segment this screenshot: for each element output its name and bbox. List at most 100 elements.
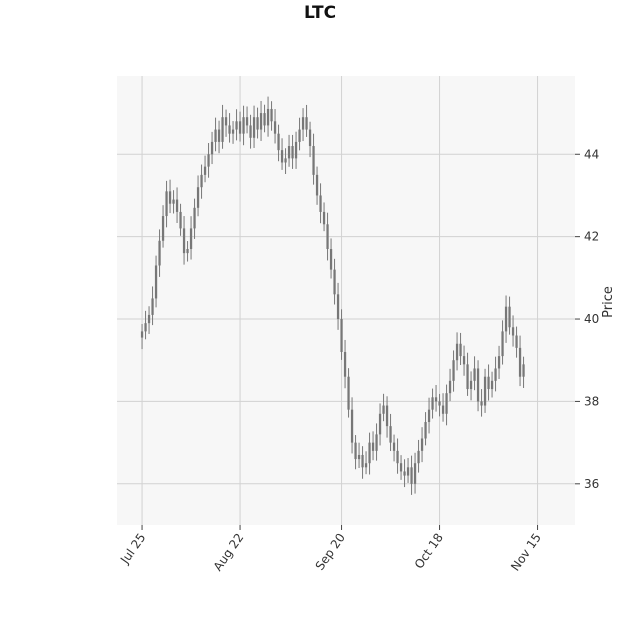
candle (476, 360, 480, 412)
candle (312, 133, 315, 185)
y-tick-label: 42 (584, 230, 599, 244)
candle (322, 202, 326, 232)
y-tick-label: 38 (584, 394, 599, 408)
candle-body (263, 113, 266, 126)
candle-body (231, 129, 235, 134)
candle-body (235, 121, 238, 130)
candle (466, 352, 469, 396)
candle (497, 345, 501, 379)
candle-body (154, 265, 158, 299)
candle-body (399, 463, 403, 472)
candle-body (249, 125, 252, 138)
candle-body (238, 121, 242, 134)
candle-body (147, 314, 151, 324)
candle (287, 134, 291, 167)
candle-body (378, 413, 382, 435)
candle (431, 388, 434, 419)
candle-body (144, 323, 147, 332)
candle (427, 397, 431, 434)
candle (308, 121, 312, 158)
candle (158, 229, 161, 277)
candle (438, 393, 441, 417)
candle (515, 326, 518, 358)
candle-body (455, 343, 459, 361)
candle-body (487, 376, 490, 390)
candle (154, 255, 158, 308)
candle-body (368, 442, 371, 464)
candle-body (403, 471, 406, 476)
candle-body (326, 224, 329, 250)
candle-body (329, 249, 333, 270)
candle (385, 396, 389, 438)
candle (336, 282, 340, 330)
candle-body (158, 240, 161, 266)
candle-body (224, 117, 228, 126)
candle (207, 143, 210, 178)
candle-body (424, 422, 427, 439)
candle-body (466, 364, 469, 390)
candle-body (305, 117, 308, 130)
candle (228, 113, 231, 143)
candle-body (340, 319, 343, 352)
candle-body (161, 216, 165, 241)
candle-body (501, 331, 504, 357)
candle-body (420, 438, 424, 451)
candle (259, 100, 263, 141)
candle-body (308, 129, 312, 147)
candle-body (410, 467, 413, 484)
candle-body (228, 125, 231, 134)
candle (294, 131, 298, 169)
candle-body (217, 129, 221, 142)
candle (392, 434, 396, 462)
candle (231, 121, 235, 144)
candle (434, 384, 438, 412)
candle-body (182, 228, 186, 254)
x-axis: Jul 25 Aug 22 Sep 20 Oct 18 Nov 15 (117, 525, 544, 574)
candle (277, 124, 280, 162)
candle-body (462, 356, 466, 365)
candle (347, 368, 350, 418)
candle (371, 431, 375, 461)
candle (522, 356, 525, 388)
candle-body (459, 343, 462, 357)
candle (340, 309, 343, 360)
candle (452, 350, 455, 392)
candle (357, 442, 361, 469)
candle (441, 393, 445, 422)
candle-body (291, 146, 294, 159)
candle-body (322, 211, 326, 225)
candle (221, 104, 224, 149)
candle (298, 117, 301, 151)
candle-body (280, 150, 284, 163)
candle-body (371, 442, 375, 451)
candle-body (333, 269, 336, 295)
candle (368, 432, 371, 475)
candle (144, 310, 147, 340)
candle-body (140, 331, 144, 338)
candle-body (406, 467, 410, 476)
candle (189, 216, 193, 260)
candle-body (175, 199, 179, 212)
candle-body (511, 327, 515, 336)
candle-body (315, 174, 319, 196)
candle (284, 148, 287, 175)
y-tick-label: 44 (584, 147, 599, 161)
candle (315, 166, 319, 205)
candle (172, 190, 175, 214)
candle-body (214, 129, 217, 142)
candle (291, 134, 294, 169)
candle-body (427, 409, 431, 423)
candle-body (312, 146, 315, 175)
candle-body (518, 347, 522, 377)
candle-body (357, 454, 361, 460)
candle (168, 179, 172, 214)
candle (473, 356, 476, 391)
candle (235, 109, 238, 141)
candle (511, 315, 515, 347)
candle (508, 296, 511, 335)
x-tick-label: Aug 22 (211, 531, 247, 574)
candle (319, 183, 322, 224)
candle-body (522, 364, 525, 377)
grid-lines (117, 76, 575, 525)
